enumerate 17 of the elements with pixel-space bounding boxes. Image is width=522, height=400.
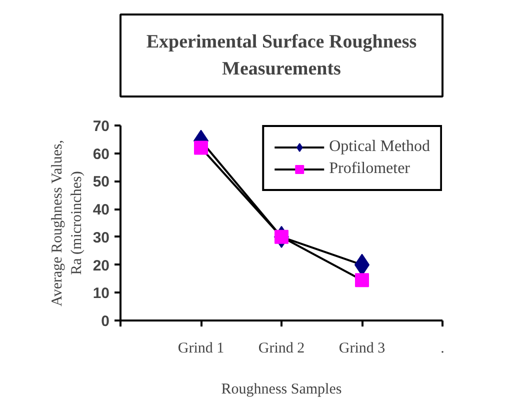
y-tick-label: 20 xyxy=(92,257,110,274)
y-tick-label: 50 xyxy=(92,174,110,191)
x-tick-label: . xyxy=(440,340,444,356)
y-tick-label: 30 xyxy=(92,229,110,246)
y-tick-label: 0 xyxy=(101,313,110,330)
x-tick-label: Grind 3 xyxy=(338,340,386,356)
legend-label: Optical Method xyxy=(329,138,430,156)
legend-label: Profilometer xyxy=(329,160,410,178)
y-tick-label: 10 xyxy=(92,285,110,302)
x-tick-label: Grind 1 xyxy=(178,340,224,356)
y-tick-label: 40 xyxy=(92,202,110,219)
y-axis-title: Average Roughness Values, Ra (microinches) xyxy=(50,140,85,306)
x-tick-label: Grind 2 xyxy=(258,340,305,356)
x-axis-title: Roughness Samples xyxy=(221,382,342,398)
y-tick-label: 60 xyxy=(92,146,110,163)
y-tick-label: 70 xyxy=(92,118,110,135)
chart-title: Experimental Surface Roughness Measurements xyxy=(146,31,417,80)
